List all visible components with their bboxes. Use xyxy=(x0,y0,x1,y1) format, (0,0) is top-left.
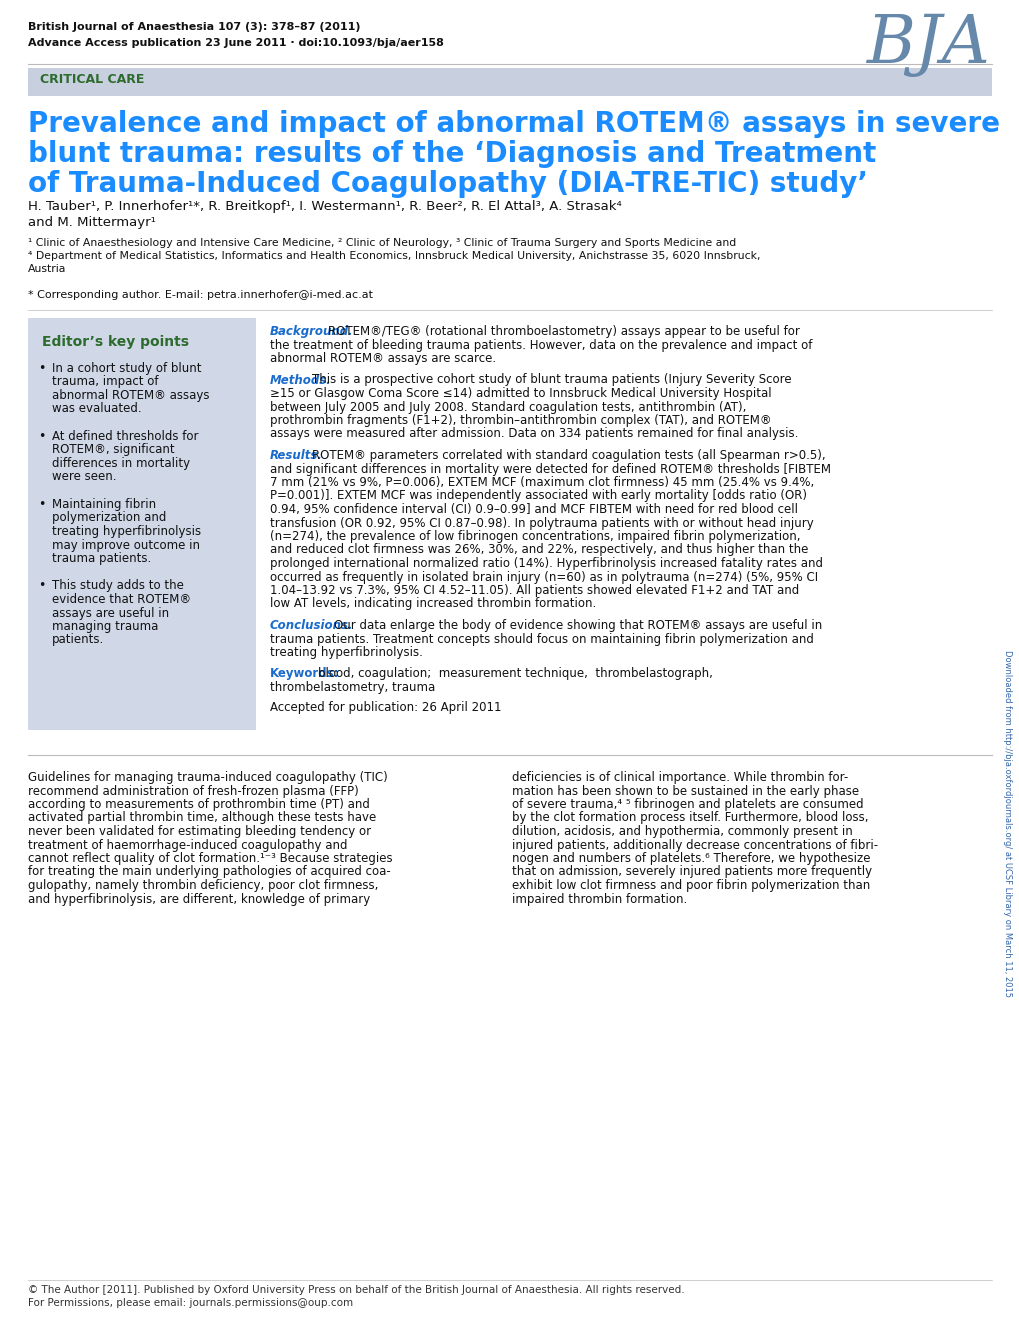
Text: For Permissions, please email: journals.permissions@oup.com: For Permissions, please email: journals.… xyxy=(28,1298,353,1307)
Text: Advance Access publication 23 June 2011 · doi:10.1093/bja/aer158: Advance Access publication 23 June 2011 … xyxy=(28,38,443,47)
Text: and reduced clot firmness was 26%, 30%, and 22%, respectively, and thus higher t: and reduced clot firmness was 26%, 30%, … xyxy=(270,543,808,556)
Text: differences in mortality: differences in mortality xyxy=(52,457,190,471)
Text: deficiencies is of clinical importance. While thrombin for-: deficiencies is of clinical importance. … xyxy=(512,771,848,784)
Text: prothrombin fragments (F1+2), thrombin–antithrombin complex (TAT), and ROTEM®: prothrombin fragments (F1+2), thrombin–a… xyxy=(270,414,770,427)
Text: assays were measured after admission. Data on 334 patients remained for final an: assays were measured after admission. Da… xyxy=(270,427,798,440)
Text: mation has been shown to be sustained in the early phase: mation has been shown to be sustained in… xyxy=(512,784,858,797)
Text: H. Tauber¹, P. Innerhofer¹*, R. Breitkopf¹, I. Westermann¹, R. Beer², R. El Atta: H. Tauber¹, P. Innerhofer¹*, R. Breitkop… xyxy=(28,200,622,214)
Text: This study adds to the: This study adds to the xyxy=(52,580,183,593)
Text: exhibit low clot firmness and poor fibrin polymerization than: exhibit low clot firmness and poor fibri… xyxy=(512,879,869,892)
Text: © The Author [2011]. Published by Oxford University Press on behalf of the Briti: © The Author [2011]. Published by Oxford… xyxy=(28,1285,684,1296)
Text: Background.: Background. xyxy=(270,326,354,337)
Text: ROTEM®, significant: ROTEM®, significant xyxy=(52,443,174,456)
Text: managing trauma: managing trauma xyxy=(52,619,158,633)
Text: dilution, acidosis, and hypothermia, commonly present in: dilution, acidosis, and hypothermia, com… xyxy=(512,825,852,838)
Text: was evaluated.: was evaluated. xyxy=(52,402,142,415)
Text: This is a prospective cohort study of blunt trauma patients (Injury Severity Sco: This is a prospective cohort study of bl… xyxy=(312,373,791,386)
Text: cannot reflect quality of clot formation.¹⁻³ Because strategies: cannot reflect quality of clot formation… xyxy=(28,851,392,865)
Text: never been validated for estimating bleeding tendency or: never been validated for estimating blee… xyxy=(28,825,371,838)
Text: (n=274), the prevalence of low fibrinogen concentrations, impaired fibrin polyme: (n=274), the prevalence of low fibrinoge… xyxy=(270,530,800,543)
Text: prolonged international normalized ratio (14%). Hyperfibrinolysis increased fata: prolonged international normalized ratio… xyxy=(270,558,822,569)
Text: assays are useful in: assays are useful in xyxy=(52,606,169,619)
Text: may improve outcome in: may improve outcome in xyxy=(52,539,200,551)
Text: impaired thrombin formation.: impaired thrombin formation. xyxy=(512,892,687,905)
Text: 1.04–13.92 vs 7.3%, 95% CI 4.52–11.05). All patients showed elevated F1+2 and TA: 1.04–13.92 vs 7.3%, 95% CI 4.52–11.05). … xyxy=(270,584,799,597)
Text: Maintaining fibrin: Maintaining fibrin xyxy=(52,498,156,511)
Text: the treatment of bleeding trauma patients. However, data on the prevalence and i: the treatment of bleeding trauma patient… xyxy=(270,339,811,352)
Text: were seen.: were seen. xyxy=(52,471,116,484)
Text: ≥15 or Glasgow Coma Score ≤14) admitted to Innsbruck Medical University Hospital: ≥15 or Glasgow Coma Score ≤14) admitted … xyxy=(270,387,770,399)
Text: At defined thresholds for: At defined thresholds for xyxy=(52,430,199,443)
Text: gulopathy, namely thrombin deficiency, poor clot firmness,: gulopathy, namely thrombin deficiency, p… xyxy=(28,879,378,892)
Text: and hyperfibrinolysis, are different, knowledge of primary: and hyperfibrinolysis, are different, kn… xyxy=(28,892,370,905)
Text: trauma, impact of: trauma, impact of xyxy=(52,376,158,389)
Text: BJA: BJA xyxy=(865,12,989,78)
Text: ROTEM®/TEG® (rotational thromboelastometry) assays appear to be useful for: ROTEM®/TEG® (rotational thromboelastomet… xyxy=(328,326,799,337)
Text: evidence that ROTEM®: evidence that ROTEM® xyxy=(52,593,191,606)
Text: of severe trauma,⁴ ⁵ fibrinogen and platelets are consumed: of severe trauma,⁴ ⁵ fibrinogen and plat… xyxy=(512,797,863,811)
Text: treating hyperfibrinolysis: treating hyperfibrinolysis xyxy=(52,525,201,538)
Text: Prevalence and impact of abnormal ROTEM® assays in severe: Prevalence and impact of abnormal ROTEM®… xyxy=(28,109,999,138)
Text: Austria: Austria xyxy=(28,264,66,274)
Text: occurred as frequently in isolated brain injury (n=60) as in polytrauma (n=274) : occurred as frequently in isolated brain… xyxy=(270,571,817,584)
Text: abnormal ROTEM® assays: abnormal ROTEM® assays xyxy=(52,389,209,402)
Text: thrombelastometry, trauma: thrombelastometry, trauma xyxy=(270,681,435,695)
FancyBboxPatch shape xyxy=(28,69,991,96)
Text: Results.: Results. xyxy=(270,449,323,463)
Text: Accepted for publication: 26 April 2011: Accepted for publication: 26 April 2011 xyxy=(270,700,501,713)
Text: ¹ Clinic of Anaesthesiology and Intensive Care Medicine, ² Clinic of Neurology, : ¹ Clinic of Anaesthesiology and Intensiv… xyxy=(28,239,736,248)
Text: •: • xyxy=(38,430,45,443)
Text: trauma patients. Treatment concepts should focus on maintaining fibrin polymeriz: trauma patients. Treatment concepts shou… xyxy=(270,633,813,646)
Text: activated partial thrombin time, although these tests have: activated partial thrombin time, althoug… xyxy=(28,812,376,825)
Text: * Corresponding author. E-mail: petra.innerhofer@i-med.ac.at: * Corresponding author. E-mail: petra.in… xyxy=(28,290,373,301)
Text: Our data enlarge the body of evidence showing that ROTEM® assays are useful in: Our data enlarge the body of evidence sh… xyxy=(333,619,821,633)
Text: •: • xyxy=(38,362,45,376)
Text: CRITICAL CARE: CRITICAL CARE xyxy=(40,72,145,86)
Text: •: • xyxy=(38,580,45,593)
Text: and significant differences in mortality were detected for defined ROTEM® thresh: and significant differences in mortality… xyxy=(270,463,830,476)
Text: for treating the main underlying pathologies of acquired coa-: for treating the main underlying patholo… xyxy=(28,866,390,879)
Text: Methods.: Methods. xyxy=(270,373,331,386)
Text: transfusion (OR 0.92, 95% CI 0.87–0.98). In polytrauma patients with or without : transfusion (OR 0.92, 95% CI 0.87–0.98).… xyxy=(270,517,813,530)
Text: 7 mm (21% vs 9%, P=0.006), EXTEM MCF (maximum clot firmness) 45 mm (25.4% vs 9.4: 7 mm (21% vs 9%, P=0.006), EXTEM MCF (ma… xyxy=(270,476,813,489)
Text: according to measurements of prothrombin time (PT) and: according to measurements of prothrombin… xyxy=(28,797,370,811)
Text: low AT levels, indicating increased thrombin formation.: low AT levels, indicating increased thro… xyxy=(270,597,596,610)
FancyBboxPatch shape xyxy=(28,318,256,730)
Text: treatment of haemorrhage-induced coagulopathy and: treatment of haemorrhage-induced coagulo… xyxy=(28,838,347,851)
Text: blunt trauma: results of the ‘Diagnosis and Treatment: blunt trauma: results of the ‘Diagnosis … xyxy=(28,140,875,167)
Text: patients.: patients. xyxy=(52,634,104,647)
Text: Editor’s key points: Editor’s key points xyxy=(42,335,189,349)
Text: treating hyperfibrinolysis.: treating hyperfibrinolysis. xyxy=(270,646,423,659)
Text: 0.94, 95% confidence interval (CI) 0.9–0.99] and MCF FIBTEM with need for red bl: 0.94, 95% confidence interval (CI) 0.9–0… xyxy=(270,503,797,517)
Text: blood, coagulation;  measurement technique,  thrombelastograph,: blood, coagulation; measurement techniqu… xyxy=(317,667,712,680)
Text: ⁴ Department of Medical Statistics, Informatics and Health Economics, Innsbruck : ⁴ Department of Medical Statistics, Info… xyxy=(28,250,760,261)
Text: ROTEM® parameters correlated with standard coagulation tests (all Spearman r>0.5: ROTEM® parameters correlated with standa… xyxy=(312,449,825,463)
Text: and M. Mittermayr¹: and M. Mittermayr¹ xyxy=(28,216,156,229)
Text: P=0.001)]. EXTEM MCF was independently associated with early mortality [odds rat: P=0.001)]. EXTEM MCF was independently a… xyxy=(270,489,806,502)
Text: by the clot formation process itself. Furthermore, blood loss,: by the clot formation process itself. Fu… xyxy=(512,812,867,825)
Text: Conclusions.: Conclusions. xyxy=(270,619,354,633)
Text: trauma patients.: trauma patients. xyxy=(52,552,151,565)
Text: abnormal ROTEM® assays are scarce.: abnormal ROTEM® assays are scarce. xyxy=(270,352,495,365)
Text: •: • xyxy=(38,498,45,511)
Text: Guidelines for managing trauma-induced coagulopathy (TIC): Guidelines for managing trauma-induced c… xyxy=(28,771,387,784)
Text: that on admission, severely injured patients more frequently: that on admission, severely injured pati… xyxy=(512,866,871,879)
Text: polymerization and: polymerization and xyxy=(52,511,166,525)
Text: recommend administration of fresh-frozen plasma (FFP): recommend administration of fresh-frozen… xyxy=(28,784,359,797)
Text: In a cohort study of blunt: In a cohort study of blunt xyxy=(52,362,202,376)
Text: between July 2005 and July 2008. Standard coagulation tests, antithrombin (AT),: between July 2005 and July 2008. Standar… xyxy=(270,401,746,414)
Text: British Journal of Anaesthesia 107 (3): 378–87 (2011): British Journal of Anaesthesia 107 (3): … xyxy=(28,22,360,32)
Text: injured patients, additionally decrease concentrations of fibri-: injured patients, additionally decrease … xyxy=(512,838,877,851)
Text: Keywords:: Keywords: xyxy=(270,667,339,680)
Text: nogen and numbers of platelets.⁶ Therefore, we hypothesize: nogen and numbers of platelets.⁶ Therefo… xyxy=(512,851,869,865)
Text: of Trauma-Induced Coagulopathy (DIA-TRE-TIC) study’: of Trauma-Induced Coagulopathy (DIA-TRE-… xyxy=(28,170,867,198)
Text: Downloaded from http://bja.oxfordjournals.org/ at UCSF Library on March 11, 2015: Downloaded from http://bja.oxfordjournal… xyxy=(1003,650,1012,996)
